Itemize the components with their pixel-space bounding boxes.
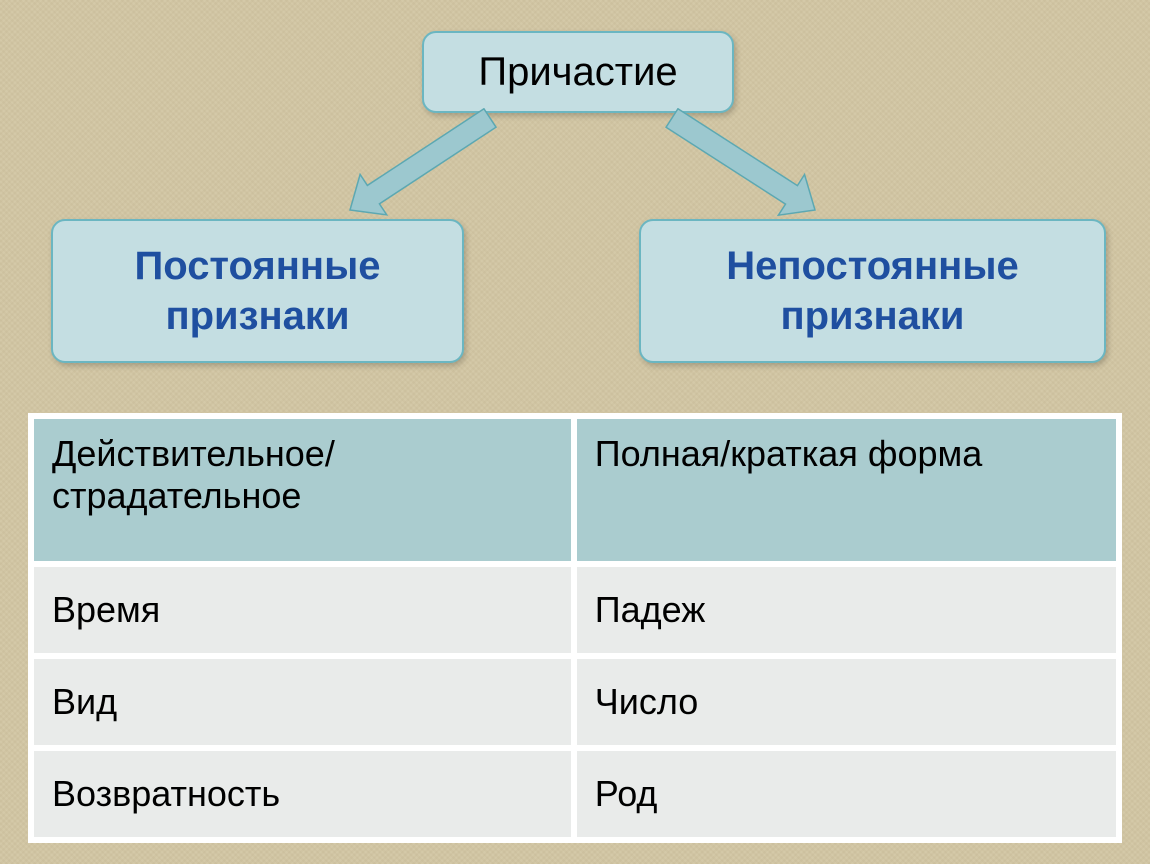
child-label-constant: Постоянныепризнаки bbox=[135, 241, 381, 341]
cell: Время bbox=[31, 564, 574, 656]
header-cell-right: Полная/краткая форма bbox=[574, 416, 1119, 564]
root-label: Причастие bbox=[478, 47, 677, 97]
cell: Число bbox=[574, 656, 1119, 748]
table-row: Вид Число bbox=[31, 656, 1119, 748]
cell: Род bbox=[574, 748, 1119, 840]
child-node-constant: Постоянныепризнаки bbox=[51, 219, 464, 363]
diagram-container: Причастие Постоянныепризнаки Непостоянны… bbox=[0, 0, 1150, 864]
cell: Вид bbox=[31, 656, 574, 748]
table-row: Возвратность Род bbox=[31, 748, 1119, 840]
table-header-row: Действительное/страдательное Полная/крат… bbox=[31, 416, 1119, 564]
cell: Возвратность bbox=[31, 748, 574, 840]
root-node: Причастие bbox=[422, 31, 734, 113]
child-label-inconstant: Непостоянныепризнаки bbox=[726, 241, 1018, 341]
cell: Падеж bbox=[574, 564, 1119, 656]
table-row: Время Падеж bbox=[31, 564, 1119, 656]
child-node-inconstant: Непостоянныепризнаки bbox=[639, 219, 1106, 363]
header-cell-left: Действительное/страдательное bbox=[31, 416, 574, 564]
attributes-table: Действительное/страдательное Полная/крат… bbox=[28, 413, 1122, 843]
